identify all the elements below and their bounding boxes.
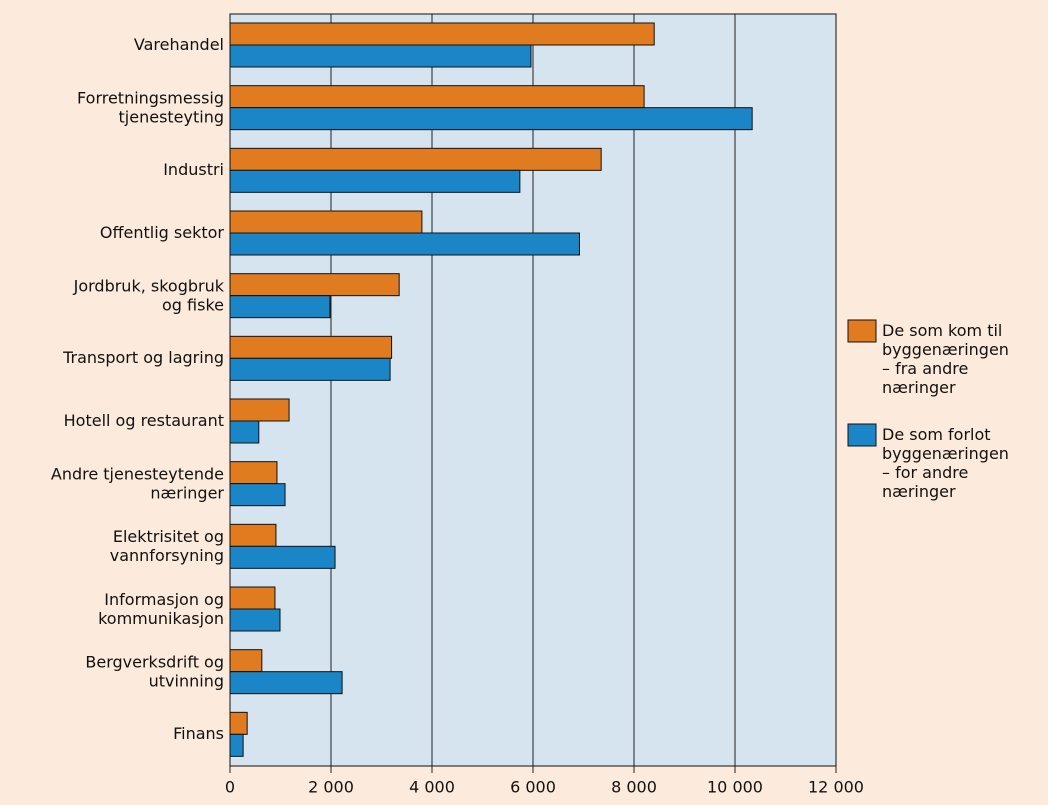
bar [229,671,343,695]
legend-swatch [847,319,877,343]
bar [229,545,336,569]
legend-swatch [847,423,877,447]
bar [229,420,260,444]
x-tick-label: 6 000 [510,778,556,797]
bar [229,295,331,319]
bar [229,357,391,381]
bar [229,232,580,256]
category-label: Jordbruk, skogbruk og fiske [73,276,225,314]
bar [229,586,276,610]
bar [229,107,753,131]
category-label: Elektrisitet og vannforsyning [110,527,224,565]
bar [229,483,286,507]
category-label: Andre tjenesteytende næringer [51,464,225,502]
bar [229,523,277,547]
bar [229,85,645,109]
category-label: Varehandel [134,35,224,54]
bar [229,44,532,68]
x-tick-label: 12 000 [808,778,864,797]
x-tick-label: 4 000 [409,778,455,797]
category-label: Bergverksdrift og utvinning [85,652,224,690]
bar [229,649,263,673]
bar [229,335,393,359]
x-tick-label: 10 000 [707,778,763,797]
category-label: Hotell og restaurant [64,411,224,430]
plot-border [229,13,837,767]
bar [229,608,281,632]
bar [229,210,423,234]
bar [229,398,290,422]
bar [229,169,521,193]
bar [229,147,602,171]
category-label: Offentlig sektor [100,223,225,242]
bar [229,733,244,757]
bar [229,461,278,485]
x-tick-label: 0 [225,778,235,797]
bar [229,711,248,735]
legend-label: De som kom til byggenæringen – fra andre næ… [882,321,1009,397]
legend-label: De som forlot byggenæringen – for andre nær… [882,425,1009,501]
x-tick-label: 2 000 [308,778,354,797]
category-label: Industri [163,160,224,179]
bar [229,22,655,46]
category-label: Finans [173,724,224,743]
bar [229,273,400,297]
category-label: Transport og lagring [62,348,224,367]
category-label: Forretningsmessig tjenesteyting [77,88,224,126]
category-label: Informasjon og kommunikasjon [98,589,224,627]
x-tick-label: 8 000 [611,778,657,797]
